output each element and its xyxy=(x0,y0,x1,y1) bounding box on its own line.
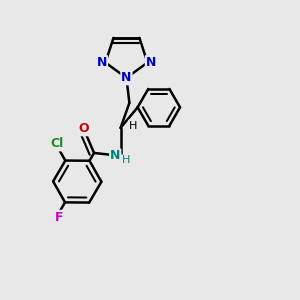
Text: N: N xyxy=(110,149,120,162)
Text: H: H xyxy=(129,121,137,130)
Text: N: N xyxy=(97,56,107,69)
Text: O: O xyxy=(78,122,89,135)
Text: H: H xyxy=(122,155,130,165)
Text: N: N xyxy=(146,56,156,69)
Text: N: N xyxy=(121,71,132,84)
Text: F: F xyxy=(55,211,63,224)
Text: Cl: Cl xyxy=(50,137,63,150)
